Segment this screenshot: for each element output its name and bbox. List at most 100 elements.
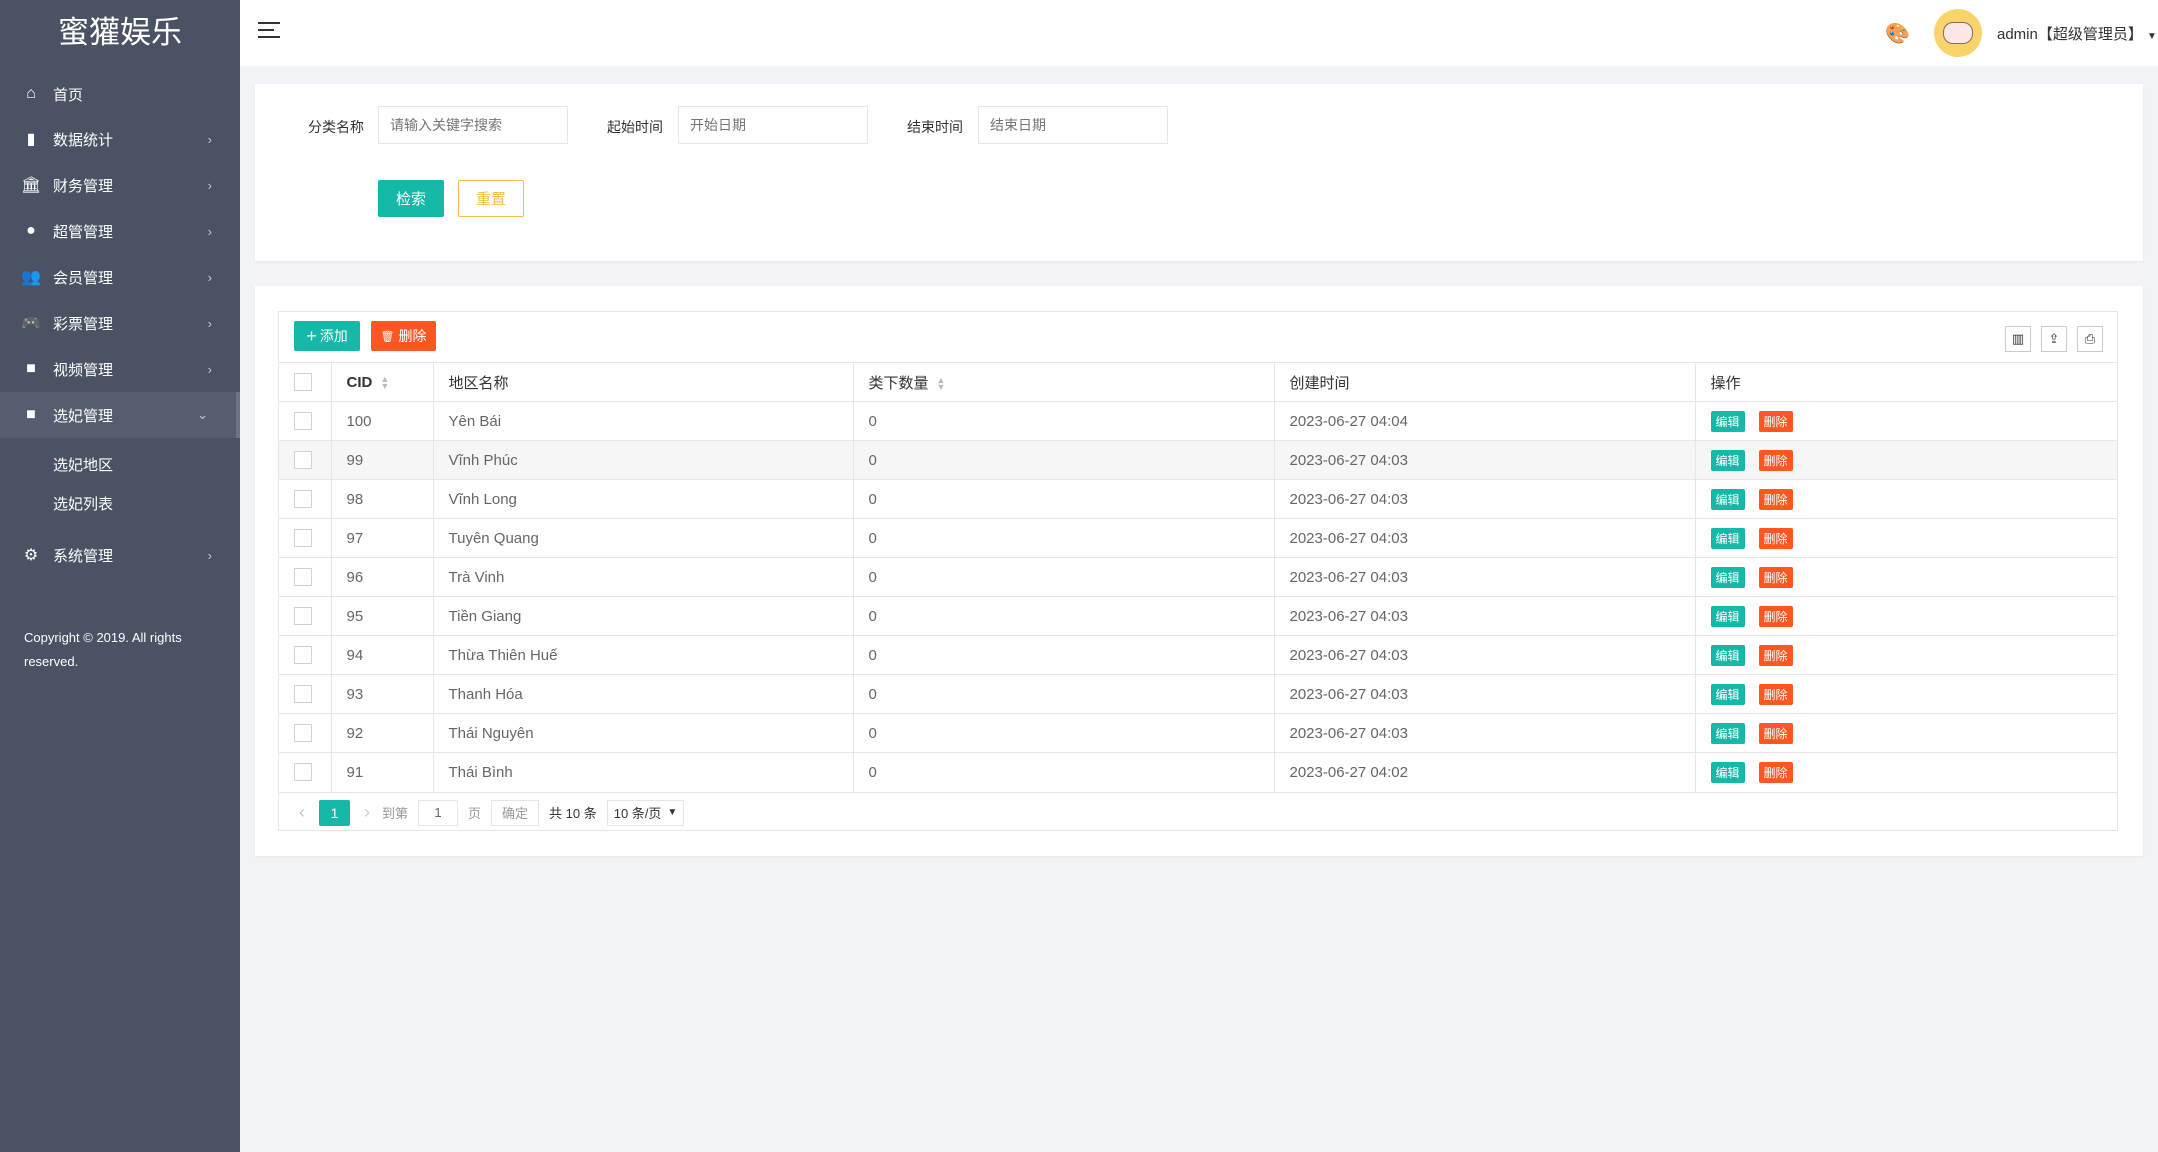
cell-name: Thanh Hóa: [433, 674, 854, 714]
col-cid[interactable]: CID ▲ ▼: [331, 362, 434, 402]
row-checkbox[interactable]: [294, 763, 312, 782]
add-button[interactable]: + 添加: [294, 321, 360, 351]
edit-button[interactable]: 编辑: [1710, 410, 1745, 432]
home-icon: ⌂: [26, 85, 36, 102]
delete-button[interactable]: 删除: [1758, 410, 1793, 432]
row-checkbox[interactable]: [294, 568, 312, 587]
col-count[interactable]: 类下数量 ▲ ▼: [853, 362, 1275, 402]
edit-button[interactable]: 编辑: [1710, 722, 1745, 744]
cell-created: 2023-06-27 04:04: [1274, 401, 1696, 441]
bank-icon: 🏛: [21, 177, 42, 194]
cell-created: 2023-06-27 04:02: [1274, 752, 1696, 792]
cell-cid: 96: [331, 557, 434, 597]
col-actions: 操作: [1695, 362, 2117, 402]
delete-button[interactable]: 删除: [1758, 527, 1793, 549]
edit-button[interactable]: 编辑: [1710, 488, 1745, 510]
user-menu[interactable]: admin【超级管理员】 ▼: [1997, 23, 2157, 44]
user-icon: ●: [26, 222, 36, 239]
sidebar-item[interactable]: ■ 视频管理 ›: [0, 346, 240, 392]
sidebar-item-label: 选妃管理: [53, 407, 114, 425]
sidebar-item-label: 财务管理: [53, 177, 114, 195]
sidebar-item[interactable]: ▮ 数据统计 ›: [0, 116, 240, 162]
sort-icon[interactable]: ▲ ▼: [380, 373, 390, 391]
top-bar: 🎨 admin【超级管理员】 ▼: [240, 0, 2158, 66]
gear-icon: ⚙: [23, 547, 39, 564]
edit-button[interactable]: 编辑: [1710, 761, 1745, 783]
edit-button[interactable]: 编辑: [1710, 605, 1745, 627]
edit-button[interactable]: 编辑: [1710, 527, 1745, 549]
submenu-item-region[interactable]: 选妃地区: [53, 457, 114, 474]
delete-button[interactable]: 删除: [1758, 605, 1793, 627]
sidebar-item[interactable]: ⌂ 首页: [0, 71, 240, 117]
row-checkbox[interactable]: [294, 607, 312, 626]
avatar[interactable]: [1934, 9, 1982, 57]
sidebar-item[interactable]: ● 超管管理 ›: [0, 208, 240, 254]
delete-button[interactable]: 删除: [1758, 761, 1793, 783]
cell-cid: 99: [331, 440, 434, 480]
chevron-icon: ›: [207, 177, 212, 193]
cell-count: 0: [853, 713, 1275, 753]
row-checkbox[interactable]: [294, 685, 312, 704]
sidebar-item-label: 彩票管理: [53, 315, 114, 333]
start-date-input[interactable]: [678, 106, 868, 144]
columns-filter-icon[interactable]: ▥: [2005, 326, 2031, 352]
bulk-delete-button[interactable]: 🗑 删除: [371, 321, 436, 351]
page-size-select[interactable]: 10 条/页 ▼: [606, 799, 685, 826]
table-row: 99 Vĩnh Phúc 0 2023-06-27 04:03 编辑 删除: [279, 440, 2117, 480]
search-panel: [255, 84, 2143, 261]
palette-icon[interactable]: 🎨: [1885, 23, 1910, 45]
row-checkbox[interactable]: [294, 451, 312, 470]
sidebar-item[interactable]: 👥 会员管理 ›: [0, 254, 240, 300]
print-icon[interactable]: ⎙: [2077, 326, 2103, 352]
cell-created: 2023-06-27 04:03: [1274, 635, 1696, 675]
page-1-button[interactable]: 1: [319, 799, 350, 826]
edit-button[interactable]: 编辑: [1710, 683, 1745, 705]
reset-button[interactable]: 重置: [458, 180, 524, 217]
sidebar-item[interactable]: 🏛 财务管理 ›: [0, 162, 240, 208]
delete-button[interactable]: 删除: [1758, 644, 1793, 666]
row-checkbox[interactable]: [294, 646, 312, 665]
goto-page-input[interactable]: 1: [418, 799, 459, 826]
pagination: ‹ 1 › 到第 1 页 确定 共 10 条 10 条/页 ▼: [279, 792, 2117, 832]
cell-actions: 编辑 删除: [1695, 401, 2117, 441]
sidebar-item[interactable]: ■ 选妃管理 ⌄: [0, 392, 240, 438]
delete-button[interactable]: 删除: [1758, 683, 1793, 705]
cell-count: 0: [853, 440, 1275, 480]
row-checkbox[interactable]: [294, 724, 312, 743]
menu-toggle-icon[interactable]: [258, 22, 280, 40]
users-icon: 👥: [21, 269, 41, 286]
sort-icon[interactable]: ▲ ▼: [936, 374, 946, 392]
edit-button[interactable]: 编辑: [1710, 566, 1745, 588]
cell-actions: 编辑 删除: [1695, 635, 2117, 675]
edit-button[interactable]: 编辑: [1710, 644, 1745, 666]
sidebar-item-label: 会员管理: [53, 269, 114, 287]
col-name: 地区名称: [433, 362, 854, 402]
delete-button[interactable]: 删除: [1758, 488, 1793, 510]
cell-cid: 100: [331, 401, 434, 441]
cell-name: Vĩnh Phúc: [433, 440, 854, 480]
prev-page-icon[interactable]: ‹: [299, 802, 305, 822]
chevron-icon: ›: [207, 361, 212, 377]
category-search-input[interactable]: [378, 106, 568, 144]
goto-confirm-button[interactable]: 确定: [491, 799, 540, 826]
delete-button[interactable]: 删除: [1758, 449, 1793, 471]
sidebar-item[interactable]: 🎮 彩票管理 ›: [0, 300, 240, 346]
table-row: 96 Trà Vinh 0 2023-06-27 04:03 编辑 删除: [279, 557, 2117, 597]
end-date-input[interactable]: [978, 106, 1168, 144]
start-time-label: 起始时间: [607, 119, 663, 135]
row-checkbox[interactable]: [294, 529, 312, 548]
select-all-checkbox[interactable]: [294, 373, 312, 392]
search-button[interactable]: 检索: [378, 180, 444, 217]
submenu-item-list[interactable]: 选妃列表: [53, 496, 114, 513]
row-checkbox[interactable]: [294, 412, 312, 431]
row-checkbox[interactable]: [294, 490, 312, 509]
edit-button[interactable]: 编辑: [1710, 449, 1745, 471]
delete-button[interactable]: 删除: [1758, 566, 1793, 588]
delete-button[interactable]: 删除: [1758, 722, 1793, 744]
cell-name: Trà Vinh: [433, 557, 854, 597]
export-icon[interactable]: ⇪: [2041, 326, 2067, 352]
goto-label: 到第: [382, 806, 409, 821]
cell-created: 2023-06-27 04:03: [1274, 713, 1696, 753]
next-page-icon[interactable]: ›: [364, 802, 370, 822]
sidebar-item[interactable]: ⚙ 系统管理 ›: [0, 532, 240, 578]
